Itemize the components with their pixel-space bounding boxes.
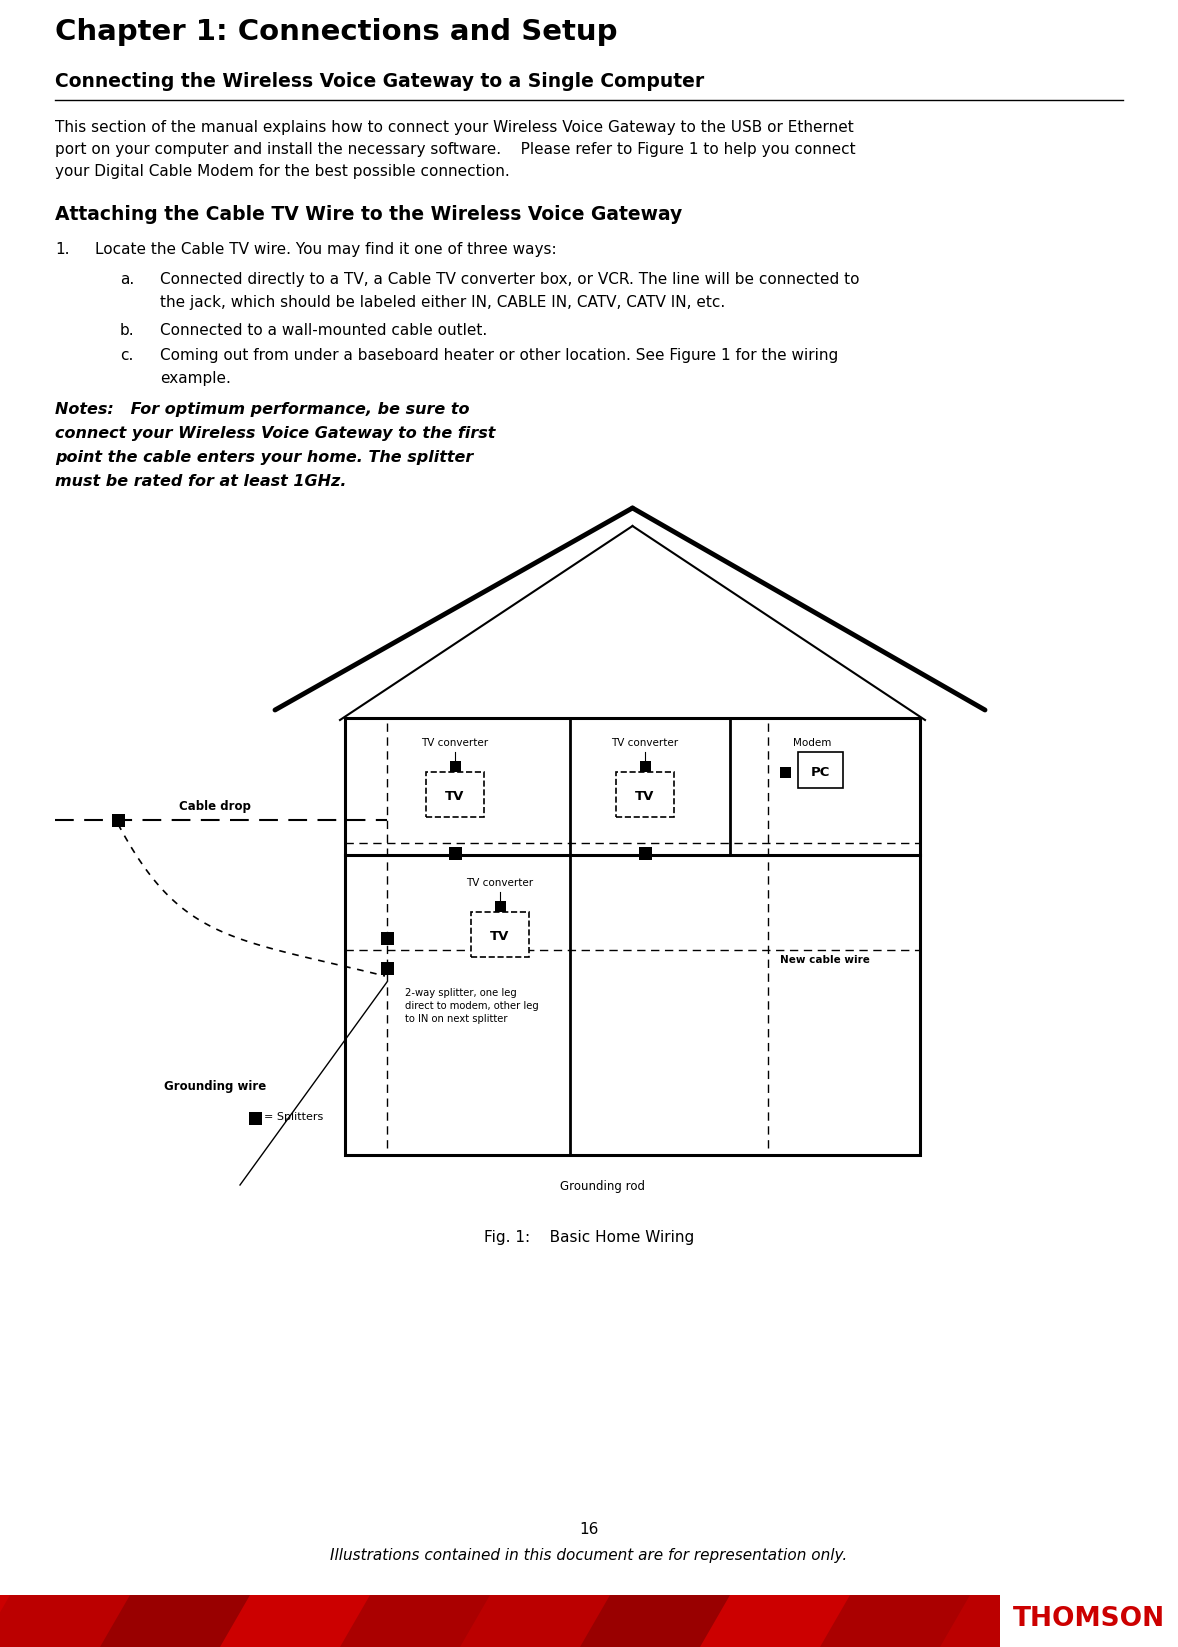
Text: TV converter: TV converter xyxy=(422,738,489,748)
Text: must be rated for at least 1GHz.: must be rated for at least 1GHz. xyxy=(55,474,346,489)
Text: Grounding wire: Grounding wire xyxy=(164,1080,266,1094)
Text: Illustrations contained in this document are for representation only.: Illustrations contained in this document… xyxy=(330,1548,848,1563)
Bar xyxy=(380,962,393,975)
Bar xyxy=(380,932,393,944)
Text: Attaching the Cable TV Wire to the Wireless Voice Gateway: Attaching the Cable TV Wire to the Wirel… xyxy=(55,204,682,224)
Polygon shape xyxy=(0,1594,155,1647)
Text: your Digital Cable Modem for the best possible connection.: your Digital Cable Modem for the best po… xyxy=(55,165,510,180)
Text: example.: example. xyxy=(160,371,231,385)
Text: Connected directly to a TV, a Cable TV converter box, or VCR. The line will be c: Connected directly to a TV, a Cable TV c… xyxy=(160,272,860,287)
Text: Fig. 1:    Basic Home Wiring: Fig. 1: Basic Home Wiring xyxy=(484,1230,694,1245)
Bar xyxy=(638,847,651,860)
Text: TV: TV xyxy=(635,791,655,804)
Bar xyxy=(345,718,920,1155)
Text: port on your computer and install the necessary software.    Please refer to Fig: port on your computer and install the ne… xyxy=(55,142,855,156)
Text: This section of the manual explains how to connect your Wireless Voice Gateway t: This section of the manual explains how … xyxy=(55,120,854,135)
Polygon shape xyxy=(820,1594,995,1647)
Text: TV converter: TV converter xyxy=(466,878,534,888)
Text: Chapter 1: Connections and Setup: Chapter 1: Connections and Setup xyxy=(55,18,617,46)
Text: Grounding rod: Grounding rod xyxy=(560,1179,646,1192)
Polygon shape xyxy=(459,1594,635,1647)
Text: Coming out from under a baseboard heater or other location. See Figure 1 for the: Coming out from under a baseboard heater… xyxy=(160,348,839,362)
Polygon shape xyxy=(220,1594,395,1647)
Text: point the cable enters your home. The splitter: point the cable enters your home. The sp… xyxy=(55,450,474,464)
Bar xyxy=(426,772,484,817)
Text: Connecting the Wireless Voice Gateway to a Single Computer: Connecting the Wireless Voice Gateway to… xyxy=(55,72,704,91)
Polygon shape xyxy=(100,1594,274,1647)
Bar xyxy=(1000,1594,1178,1647)
Text: the jack, which should be labeled either IN, CABLE IN, CATV, CATV IN, etc.: the jack, which should be labeled either… xyxy=(160,295,726,310)
Text: TV converter: TV converter xyxy=(611,738,679,748)
Text: Cable drop: Cable drop xyxy=(179,800,251,814)
Polygon shape xyxy=(940,1594,1116,1647)
Bar xyxy=(249,1112,262,1125)
Text: c.: c. xyxy=(120,348,133,362)
Text: 2-way splitter, one leg
direct to modem, other leg
to IN on next splitter: 2-way splitter, one leg direct to modem,… xyxy=(405,988,538,1024)
Text: connect your Wireless Voice Gateway to the first: connect your Wireless Voice Gateway to t… xyxy=(55,427,496,441)
Bar xyxy=(495,901,505,911)
Text: PC: PC xyxy=(810,766,829,779)
Text: a.: a. xyxy=(120,272,134,287)
Bar xyxy=(640,761,650,771)
Text: New cable wire: New cable wire xyxy=(780,955,869,965)
Bar xyxy=(798,753,842,787)
Text: TV: TV xyxy=(445,791,464,804)
Text: 1.: 1. xyxy=(55,242,70,257)
Bar xyxy=(449,847,462,860)
Bar xyxy=(616,772,674,817)
Text: Modem: Modem xyxy=(793,738,832,748)
Bar xyxy=(0,1594,1178,1647)
Text: TV: TV xyxy=(490,931,510,944)
Bar xyxy=(471,912,529,957)
Text: Notes:   For optimum performance, be sure to: Notes: For optimum performance, be sure … xyxy=(55,402,470,417)
Text: 16: 16 xyxy=(580,1522,598,1537)
Bar xyxy=(780,766,790,777)
Polygon shape xyxy=(580,1594,755,1647)
Text: b.: b. xyxy=(120,323,134,338)
Text: THOMSON: THOMSON xyxy=(1013,1606,1165,1632)
Bar xyxy=(450,761,461,771)
Text: Connected to a wall-mounted cable outlet.: Connected to a wall-mounted cable outlet… xyxy=(160,323,488,338)
Polygon shape xyxy=(700,1594,875,1647)
Text: Locate the Cable TV wire. You may find it one of three ways:: Locate the Cable TV wire. You may find i… xyxy=(95,242,557,257)
Polygon shape xyxy=(340,1594,515,1647)
Text: = Splitters: = Splitters xyxy=(264,1112,323,1122)
Bar xyxy=(112,814,125,827)
